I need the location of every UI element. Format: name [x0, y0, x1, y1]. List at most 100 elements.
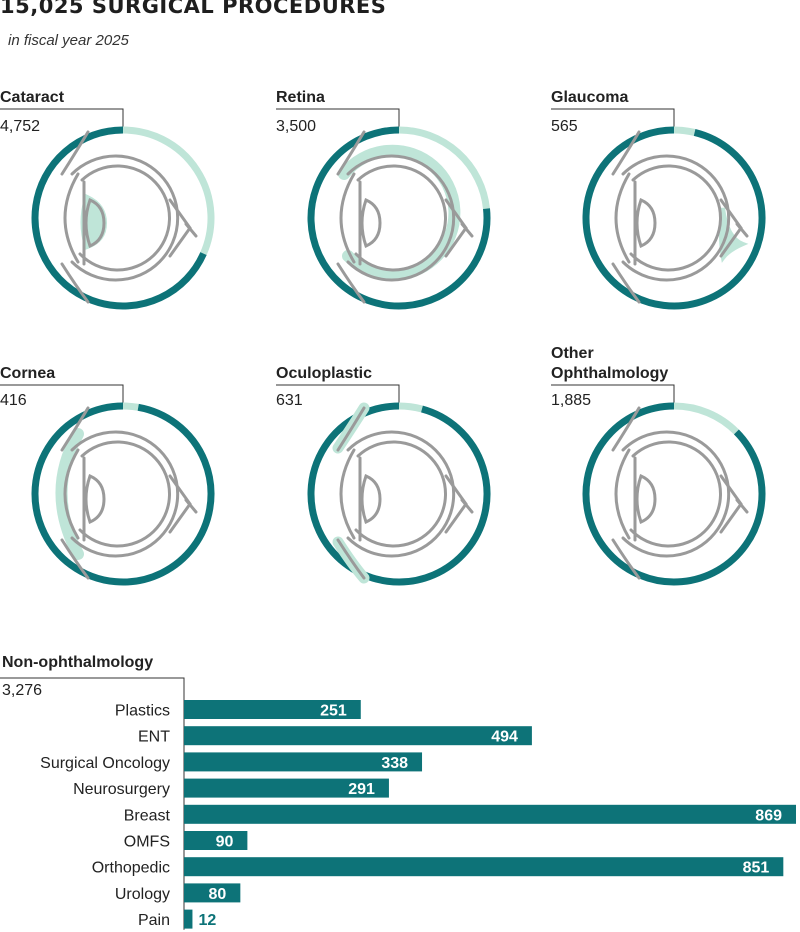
sclera-inner: [354, 440, 447, 548]
category-value-other-ophthalmology: 1,885: [551, 392, 592, 409]
upper-eyelid: [60, 406, 90, 452]
sclera-outer: [70, 154, 180, 282]
remainder-arc-glaucoma: [582, 126, 766, 310]
optic-nerve-line: [735, 498, 749, 514]
bar-urology: [184, 883, 241, 903]
lower-eyelid: [60, 262, 90, 304]
category-name-oculoplastic: Oculoplastic: [276, 365, 373, 382]
lens: [635, 473, 657, 525]
remainder-arc-retina: [307, 126, 491, 310]
chart-subtitle: in fiscal year 2025: [8, 32, 129, 49]
category-value-glaucoma: 565: [551, 118, 578, 135]
category-label-urology: Urology: [115, 886, 170, 903]
eye-illustration: [611, 406, 749, 580]
value-label-urology: 80: [209, 886, 227, 903]
cornea-curve: [614, 448, 631, 540]
sclera-outer: [621, 154, 731, 282]
value-label-plastics: 251: [320, 703, 347, 720]
category-name-cataract: Cataract: [0, 89, 65, 106]
lens: [360, 197, 382, 249]
slice-arc-other-ophthalmology: [673, 402, 739, 435]
upper-eyelid: [336, 406, 366, 452]
upper-eyelid: [611, 130, 641, 176]
category-value-oculoplastic: 631: [276, 392, 303, 409]
category-label-omfs: OMFS: [124, 834, 170, 851]
lower-eyelid: [611, 538, 641, 580]
category-value-cataract: 4,752: [0, 118, 41, 135]
bar-orthopedic: [184, 857, 784, 877]
optic-nerve-line: [184, 498, 198, 514]
category-label-pain: Pain: [138, 912, 170, 929]
remainder-arc-cornea: [31, 402, 215, 586]
eye-illustration: [60, 130, 198, 304]
lower-eyelid: [336, 538, 366, 580]
bar-breast: [184, 804, 796, 824]
category-name-glaucoma: Glaucoma: [551, 89, 629, 106]
bar-surgical-oncology: [184, 752, 423, 772]
bar-plastics: [184, 700, 361, 719]
optic-nerve-line: [735, 222, 749, 238]
cornea-curve: [339, 172, 356, 264]
bar-pain: [184, 909, 193, 929]
slice-arc-retina: [398, 126, 490, 209]
donut-cornea: Cornea 416: [0, 364, 230, 624]
donut-retina: Retina 3,500: [276, 88, 506, 348]
donut-cataract: Cataract 4,752: [0, 88, 230, 348]
sclera-inner: [78, 440, 171, 548]
category-name-cornea: Cornea: [0, 365, 56, 382]
label-leader-line: [276, 108, 400, 130]
upper-eyelid: [60, 130, 90, 176]
bar-ent: [184, 726, 532, 746]
cornea-highlight: [55, 428, 84, 560]
sclera-outer: [346, 154, 456, 282]
slice-arc-oculoplastic: [398, 402, 423, 413]
sclera-outer: [70, 430, 180, 558]
lower-eyelid: [60, 538, 90, 580]
drainage-highlight: [719, 207, 749, 263]
lower-eyelid: [336, 262, 366, 304]
label-leader-line: [0, 384, 124, 406]
cornea-curve: [63, 172, 80, 264]
cornea-curve: [339, 448, 356, 540]
eye-illustration: [611, 130, 749, 304]
label-leader-line: [551, 384, 675, 406]
category-label-surgical-oncology: Surgical Oncology: [40, 755, 170, 772]
remainder-arc-cataract: [31, 126, 207, 310]
category-label-ent: ENT: [138, 729, 170, 746]
remainder-arc-other-ophthalmology: [582, 402, 766, 586]
category-value-cornea: 416: [0, 392, 27, 409]
category-name-retina: Retina: [276, 89, 325, 106]
label-leader-line: [276, 384, 400, 406]
donut-oculoplastic: Oculoplastic 631: [276, 364, 506, 624]
non-ophthalmology-title: Non-ophthalmology: [2, 654, 154, 671]
chart-title: 15,025 SURGICAL PROCEDURES: [0, 0, 387, 18]
slice-arc-glaucoma: [673, 126, 696, 136]
donut-other-ophthalmology: Other Ophthalmology 1,885: [551, 344, 781, 604]
value-label-orthopedic: 851: [743, 860, 770, 877]
lens: [84, 197, 106, 249]
value-label-surgical-oncology: 338: [381, 755, 408, 772]
label-leader-line: [0, 108, 124, 130]
upper-eyelid: [611, 406, 641, 452]
lens: [635, 197, 657, 249]
category-label-orthopedic: Orthopedic: [92, 860, 170, 877]
category-label-neurosurgery: Neurosurgery: [73, 781, 170, 798]
donut-ring-cornea: [0, 384, 215, 586]
donut-ring-glaucoma: [551, 108, 766, 310]
sclera-inner: [629, 164, 722, 272]
sclera-outer: [621, 430, 731, 558]
sclera-inner: [354, 164, 447, 272]
category-name-other-ophthalmology: Other Ophthalmology: [551, 345, 669, 382]
optic-nerve-line: [460, 222, 474, 238]
label-leader-line: [551, 108, 675, 130]
slice-arc-cataract: [122, 126, 215, 256]
eye-illustration: [55, 406, 198, 580]
value-label-omfs: 90: [216, 834, 234, 851]
donut-glaucoma: Glaucoma 565: [551, 88, 781, 348]
lens: [360, 473, 382, 525]
upper-eyelid: [336, 130, 366, 176]
bar-neurosurgery: [184, 778, 389, 798]
donut-ring-cataract: [0, 108, 215, 310]
remainder-arc-oculoplastic: [307, 402, 491, 586]
